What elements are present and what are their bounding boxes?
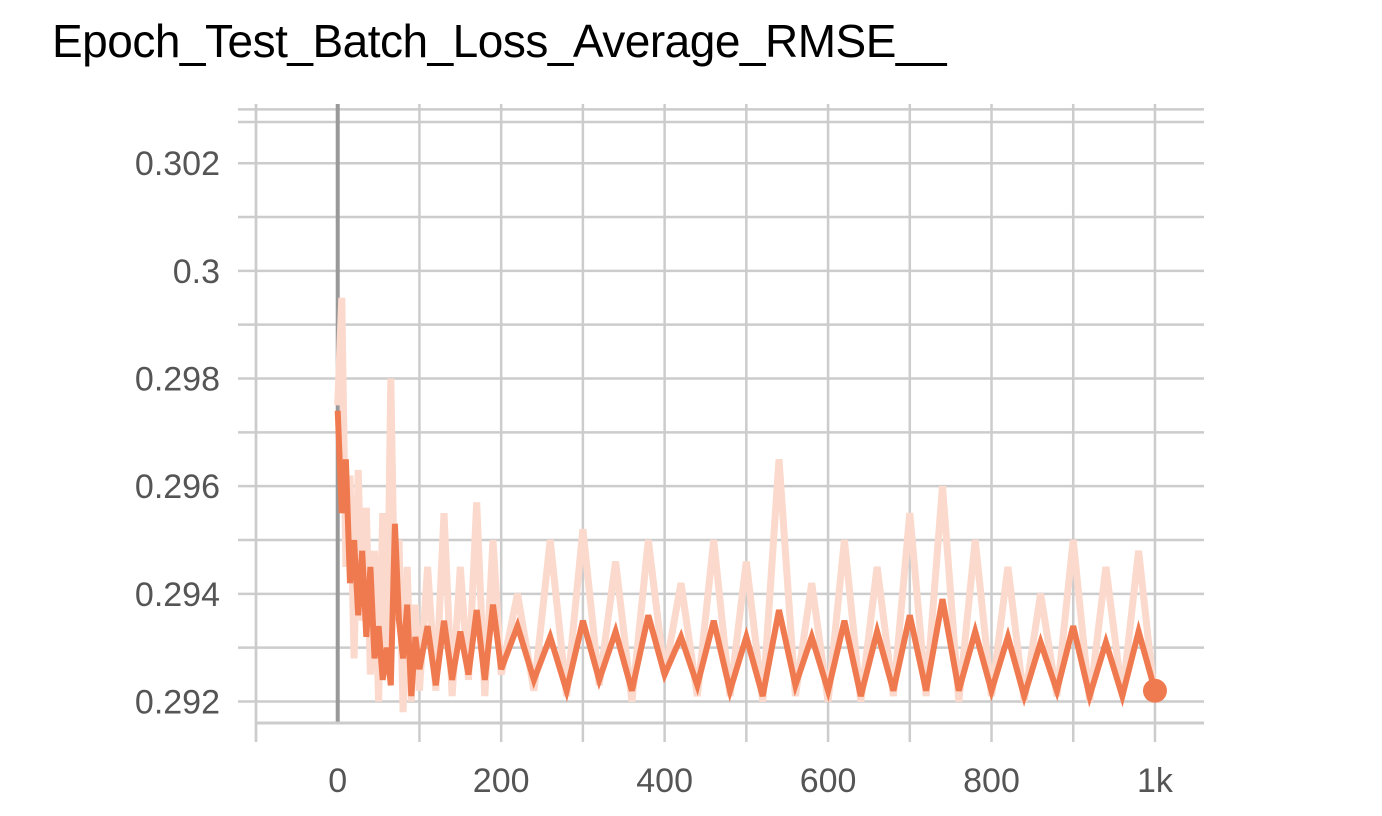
series-end-point — [1142, 678, 1167, 703]
y-tick-label: 0.294 — [135, 576, 220, 614]
tick-labels: 0.292 0.294 0.296 0.298 0.3 0.302 0 200 400 600 80… — [135, 145, 1174, 800]
x-tick-label: 200 — [473, 762, 530, 800]
plot-area — [334, 297, 1167, 713]
y-tick-label: 0.298 — [135, 361, 220, 399]
raw-series-line — [334, 297, 1159, 713]
y-tick-label: 0.292 — [135, 683, 220, 721]
y-tick-label: 0.3 — [173, 253, 220, 291]
x-tick-label: 400 — [636, 762, 693, 800]
x-tick-label: 1k — [1137, 762, 1174, 800]
chart-title: Epoch_Test_Batch_Loss_Average_RMSE__ — [52, 15, 947, 67]
y-tick-label: 0.296 — [135, 468, 220, 506]
x-tick-label: 0 — [328, 762, 347, 800]
smoothed-series-line — [334, 410, 1158, 708]
x-tick-label: 600 — [800, 762, 857, 800]
x-tick-label: 800 — [963, 762, 1020, 800]
y-tick-label: 0.302 — [135, 145, 220, 183]
